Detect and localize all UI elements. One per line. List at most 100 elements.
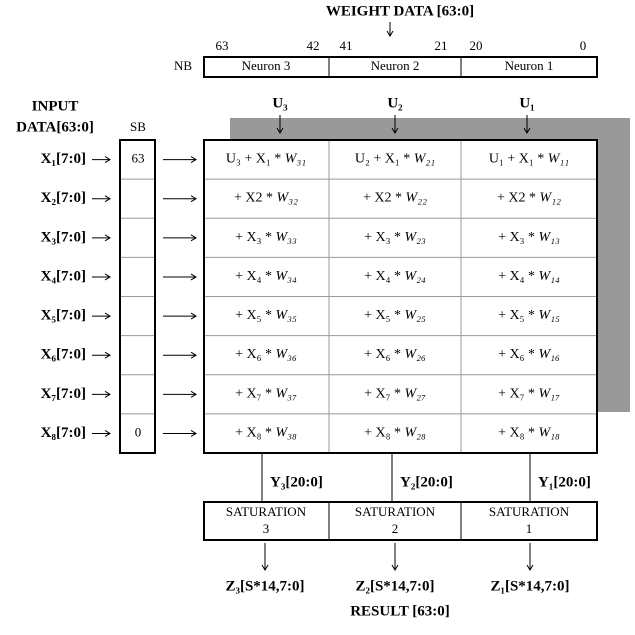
u-label: U₁	[519, 95, 534, 111]
cell-weight: W₁₅	[538, 308, 560, 323]
cell-text: + X₃ * W₃₃	[235, 230, 297, 245]
cell-term: + X₆ *	[364, 347, 404, 362]
arrow-head	[261, 564, 269, 571]
cell-weight: W₁₄	[538, 269, 560, 284]
row-label: X₄[7:0]	[41, 268, 86, 284]
arrow-head	[190, 312, 197, 320]
cell-weight: W₁₂	[540, 191, 562, 206]
u-label: U₃	[272, 95, 288, 111]
row-label: X₆[7:0]	[41, 347, 86, 363]
cell-text: + X₄ * W₃₄	[235, 269, 297, 284]
input-title: DATA[63:0]	[16, 119, 94, 135]
sb-value: 0	[135, 424, 142, 439]
cell-term: + X₃ *	[364, 230, 404, 245]
cell-term: + X₈ *	[364, 426, 404, 441]
cell-term: + X₇ *	[364, 387, 404, 402]
neuron-label: Neuron 3	[242, 58, 291, 73]
sat-title: SATURATION	[355, 504, 436, 519]
cell-weight: W₁₃	[538, 230, 560, 245]
neuron-label: Neuron 1	[505, 58, 554, 73]
cell-text: + X₅ * W₃₅	[235, 308, 297, 323]
cell-text: + X₆ * W₂₆	[364, 347, 426, 362]
cell-text: + X₇ * W₂₇	[364, 387, 426, 402]
result-title: RESULT [63:0]	[350, 603, 450, 619]
arrow-head	[104, 312, 111, 320]
sat-index: 2	[392, 521, 399, 536]
arrow-head	[523, 127, 531, 134]
cell-text: + X₄ * W₁₄	[498, 269, 560, 284]
cell-text: + X₆ * W₁₆	[498, 347, 560, 362]
cell-weight: W₃₃	[275, 230, 297, 245]
bit-label: 0	[580, 38, 587, 53]
arrow-head	[104, 234, 111, 242]
arrow-head	[104, 195, 111, 203]
arrow-head	[276, 127, 284, 134]
bit-label: 42	[307, 38, 320, 53]
cell-term: + X₅ *	[498, 308, 538, 323]
cell-weight: W₃₂	[277, 191, 299, 206]
cell-weight: W₂₂	[406, 191, 428, 206]
neuron-label: Neuron 2	[371, 58, 420, 73]
cell-term: + X₇ *	[498, 387, 538, 402]
row-label: X₇[7:0]	[41, 386, 86, 402]
arrow-head	[190, 195, 197, 203]
cell-weight: W₂₆	[404, 347, 426, 362]
cell-text: U₂ + X₁ * W₂₁	[355, 152, 435, 167]
cell-text: + X₃ * W₂₃	[364, 230, 426, 245]
bit-label: 20	[470, 38, 483, 53]
cell-term: + X₅ *	[235, 308, 275, 323]
cell-term: + X₈ *	[235, 426, 275, 441]
cell-text: + X₅ * W₁₅	[498, 308, 560, 323]
cell-weight: W₂₁	[414, 152, 435, 167]
arrow-head	[104, 430, 111, 437]
cell-term: + X₄ *	[364, 269, 404, 284]
arrow-head	[190, 430, 197, 437]
sat-index: 1	[526, 521, 533, 536]
arrow-head	[104, 351, 111, 359]
sb-value: 63	[132, 151, 145, 166]
z-label: Z₂[S*14,7:0]	[355, 578, 434, 594]
arrow-head	[190, 156, 197, 163]
cell-weight: W₂₃	[404, 230, 426, 245]
sb-border	[119, 139, 156, 454]
sat-title: SATURATION	[489, 504, 570, 519]
cell-term: U₁ + X₁ *	[489, 152, 548, 167]
cell-term: + X₃ *	[498, 230, 538, 245]
arrow-head	[104, 390, 111, 398]
cell-text: + X₇ * W₁₇	[498, 387, 560, 402]
cell-term: + X₆ *	[235, 347, 275, 362]
cell-text: + X2 * W₃₂	[234, 191, 298, 206]
row-label: X₁[7:0]	[41, 151, 86, 167]
cell-text: + X₅ * W₂₅	[364, 308, 426, 323]
cell-text: + X₃ * W₁₃	[498, 230, 560, 245]
cell-weight: W₂₇	[404, 387, 426, 402]
y-label: Y₂[20:0]	[400, 474, 453, 490]
cell-text: + X₆ * W₃₆	[235, 347, 297, 362]
cell-weight: W₃₈	[275, 426, 297, 441]
arrow-head	[104, 273, 111, 281]
cell-weight: W₁₈	[538, 426, 560, 441]
sb-label: SB	[130, 119, 146, 134]
cell-weight: W₂₅	[404, 308, 426, 323]
cell-text: + X₈ * W₂₈	[364, 426, 426, 441]
sat-title: SATURATION	[226, 504, 307, 519]
input-title: INPUT	[32, 98, 79, 114]
cell-term: + X₇ *	[235, 387, 275, 402]
arrow-head	[190, 273, 197, 281]
cell-text: + X₈ * W₁₈	[498, 426, 560, 441]
y-label: Y₃[20:0]	[270, 474, 323, 490]
cell-term: + X₃ *	[235, 230, 275, 245]
sat-index: 3	[263, 521, 270, 536]
z-label: Z₁[S*14,7:0]	[490, 578, 569, 594]
cell-term: + X₄ *	[235, 269, 275, 284]
row-label: X₈[7:0]	[41, 425, 86, 441]
cell-term: + X₆ *	[498, 347, 538, 362]
cell-weight: W₁₁	[548, 152, 569, 167]
cell-text: + X2 * W₁₂	[497, 191, 561, 206]
cell-weight: W₃₄	[275, 269, 297, 284]
arrow-head	[190, 390, 197, 398]
arrow-head	[386, 30, 394, 37]
cell-text: U₃ + X₁ * W₃₁	[226, 152, 306, 167]
cell-weight: W₃₅	[275, 308, 297, 323]
